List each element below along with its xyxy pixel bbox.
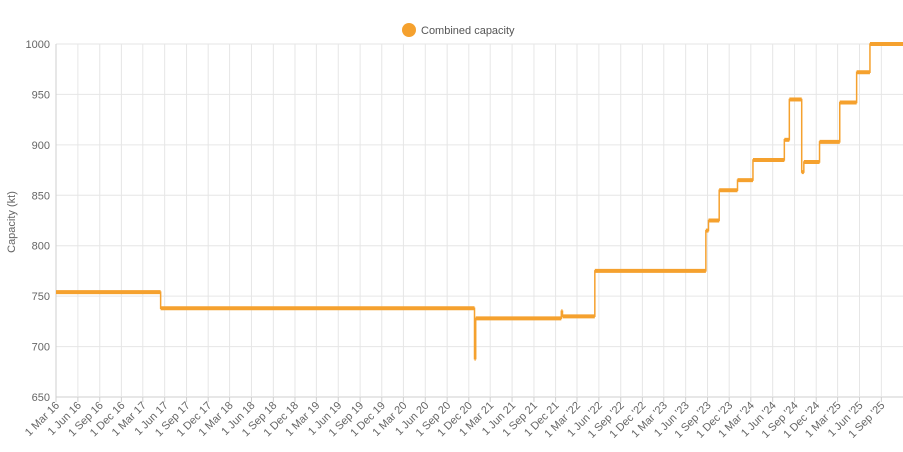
y-tick-label: 700 <box>32 342 50 354</box>
y-tick-label: 750 <box>32 291 50 303</box>
y-tick-label: 850 <box>32 190 50 202</box>
y-tick-label: 650 <box>32 392 50 404</box>
y-axis: 650 700 750 800 850 900 950 1000 <box>26 39 50 404</box>
legend[interactable]: Combined capacity <box>402 23 515 37</box>
y-tick-label: 1000 <box>26 39 50 51</box>
gridlines <box>55 43 903 398</box>
x-axis: 1 Mar 161 Jun 161 Sep 161 Dec 161 Mar 17… <box>23 397 887 441</box>
series-line <box>56 43 903 360</box>
legend-swatch <box>402 23 416 37</box>
series-combined-capacity <box>56 42 903 361</box>
y-axis-title: Capacity (kt) <box>6 191 18 253</box>
legend-label: Combined capacity <box>421 25 515 37</box>
y-tick-label: 800 <box>32 241 50 253</box>
y-tick-label: 900 <box>32 140 50 152</box>
y-tick-label: 950 <box>32 89 50 101</box>
